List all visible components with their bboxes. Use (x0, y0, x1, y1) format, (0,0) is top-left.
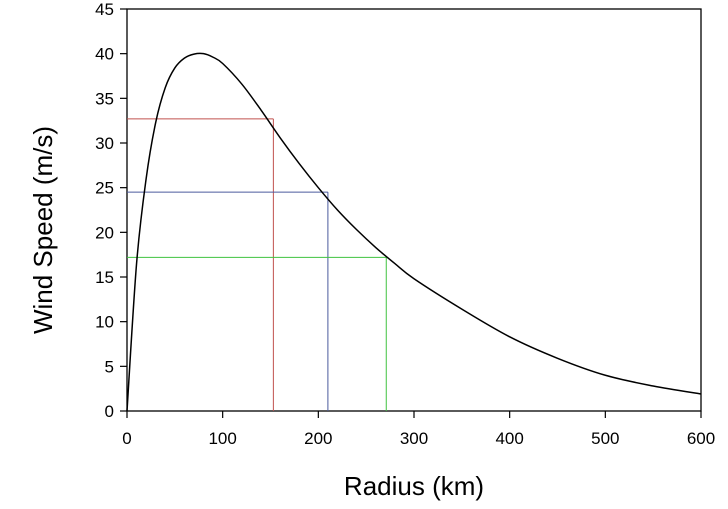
x-tick-label: 200 (304, 429, 332, 448)
y-tick-label: 0 (105, 402, 114, 421)
y-tick-label: 40 (95, 45, 114, 64)
x-tick-label: 600 (687, 429, 715, 448)
y-tick-label: 35 (95, 89, 114, 108)
y-tick-label: 20 (95, 223, 114, 242)
y-axis-title: Wind Speed (m/s) (28, 126, 58, 334)
y-tick-label: 45 (95, 0, 114, 19)
plot-frame (126, 8, 702, 412)
x-axis-ticks: 0 100 200 300 400 500 600 (122, 411, 715, 448)
x-tick-label: 500 (591, 429, 619, 448)
y-tick-label: 15 (95, 268, 114, 287)
x-axis-title: Radius (km) (344, 471, 484, 501)
y-tick-label: 10 (95, 313, 114, 332)
y-tick-label: 25 (95, 179, 114, 198)
y-tick-label: 5 (105, 357, 114, 376)
wind-speed-curve (126, 52, 702, 412)
x-tick-label: 300 (400, 429, 428, 448)
y-tick-label: 30 (95, 134, 114, 153)
y-axis-ticks: 0 5 10 15 20 25 30 35 40 45 (95, 0, 127, 421)
x-tick-label: 0 (122, 429, 131, 448)
reference-lines (127, 118, 387, 411)
x-tick-label: 400 (495, 429, 523, 448)
x-tick-label: 100 (208, 429, 236, 448)
